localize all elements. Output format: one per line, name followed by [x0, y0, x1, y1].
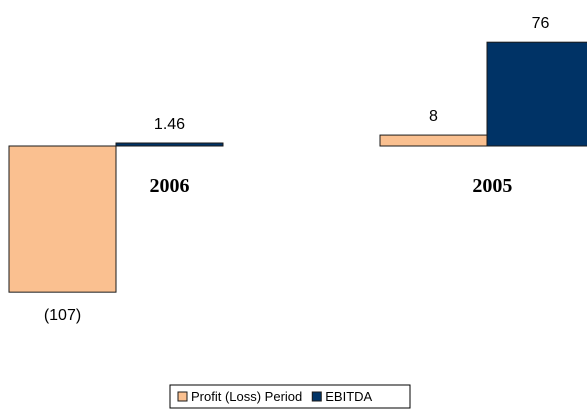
category-label-2005: 2005: [472, 175, 512, 197]
bars-layer: [8, 41, 587, 293]
data-label-2005-ebitda: 76: [532, 15, 550, 32]
legend: Profit (Loss) Period EBITDA: [169, 384, 411, 409]
bar-2005-ebitda: [486, 41, 587, 147]
bar-2006-ebitda: [115, 142, 224, 147]
data-label-2005-profit: 8: [429, 108, 438, 125]
bar-2005-profit: [379, 134, 488, 147]
legend-swatch-profit: [177, 391, 188, 402]
category-label-2006: 2006: [150, 175, 190, 197]
bar-2006-profit: [8, 145, 117, 293]
legend-swatch-ebitda: [311, 391, 322, 402]
legend-label-ebitda: EBITDA: [325, 389, 372, 404]
legend-box: [169, 384, 411, 409]
labels-layer: (107) 1.46 2006 8 76 2005: [44, 15, 550, 324]
legend-label-profit: Profit (Loss) Period: [191, 389, 302, 404]
data-label-2006-profit: (107): [44, 307, 81, 324]
data-label-2006-ebitda: 1.46: [154, 116, 185, 133]
